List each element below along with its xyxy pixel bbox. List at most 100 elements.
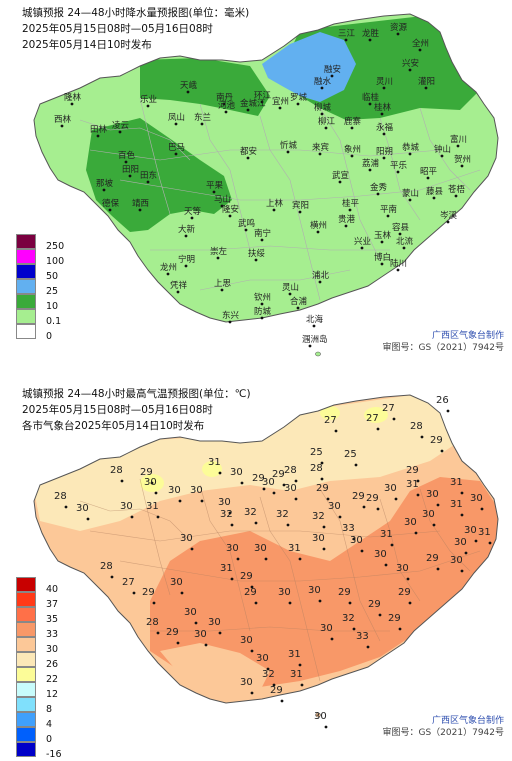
temperature-value: 30 xyxy=(314,711,327,722)
rain-city-marker: 金秀 xyxy=(370,182,388,196)
rain-city-marker: 隆安 xyxy=(222,204,239,218)
temperature-value: 27 xyxy=(122,577,135,588)
station-dot xyxy=(218,631,222,635)
rain-city-marker: 来宾 xyxy=(312,142,329,156)
temp-station-marker: 30 xyxy=(240,635,254,653)
temperature-value: 30 xyxy=(450,555,463,566)
city-dot xyxy=(124,160,128,164)
city-label: 武鸣 xyxy=(238,218,255,229)
city-label: 兴安 xyxy=(402,58,419,69)
rain-city-marker: 上林 xyxy=(266,198,284,212)
temp-station-marker: 32 xyxy=(244,507,258,525)
city-dot xyxy=(184,234,188,238)
rain-city-marker: 崇左 xyxy=(210,246,228,260)
city-label: 岑溪 xyxy=(440,210,458,221)
rain-city-marker: 百色 xyxy=(118,150,136,164)
temp-station-marker: 29 xyxy=(140,467,154,485)
station-dot xyxy=(460,513,464,517)
temp-station-marker: 30 xyxy=(254,543,268,561)
station-dot xyxy=(352,627,356,631)
city-dot xyxy=(344,224,348,228)
station-dot xyxy=(156,631,160,635)
rain-city-marker: 凭祥 xyxy=(170,280,188,294)
city-dot xyxy=(224,110,228,114)
city-dot xyxy=(60,124,64,128)
station-dot xyxy=(348,601,352,605)
city-dot xyxy=(440,154,444,158)
station-dot xyxy=(390,543,394,547)
temp-station-marker: 29 xyxy=(338,587,352,605)
temp-station-marker: 28 xyxy=(110,465,124,483)
city-label: 凤山 xyxy=(168,112,185,123)
rain-city-marker: 贵港 xyxy=(338,214,356,228)
temp-station-marker: 32 xyxy=(262,669,276,687)
temperature-value: 31 xyxy=(450,477,463,488)
city-label: 象州 xyxy=(344,144,361,155)
city-label: 河池 xyxy=(218,100,236,111)
temp-station-marker: 31 xyxy=(220,563,234,581)
rain-credit-org: 广西区气象台制作 xyxy=(431,331,504,341)
rain-credit-cert: 审图号：GS（2021）7942号 xyxy=(382,343,505,353)
city-label: 浦北 xyxy=(312,270,330,281)
city-label: 宁明 xyxy=(178,254,195,265)
city-dot xyxy=(102,188,106,192)
city-dot xyxy=(382,86,386,90)
temp-legend-label: 33 xyxy=(46,629,59,640)
station-dot xyxy=(266,667,270,671)
station-dot xyxy=(436,567,440,571)
city-dot xyxy=(360,246,364,250)
city-label: 恭城 xyxy=(402,143,420,153)
city-dot xyxy=(318,152,322,156)
temp-station-marker: 25 xyxy=(344,449,358,467)
city-label: 桂林 xyxy=(374,102,392,113)
rain-legend-label: 0 xyxy=(46,331,53,342)
station-dot xyxy=(460,569,464,573)
temp-station-marker: 33 xyxy=(356,631,370,649)
temperature-value: 30 xyxy=(278,587,291,598)
city-dot xyxy=(344,38,348,42)
temp-station-marker: 30 xyxy=(190,485,204,503)
rain-city-marker: 隆林 xyxy=(64,92,82,106)
city-label: 靖西 xyxy=(132,198,149,209)
city-dot xyxy=(382,132,386,136)
city-dot xyxy=(70,102,74,106)
weizhou-island xyxy=(315,351,321,357)
rain-legend-label: 250 xyxy=(46,241,65,252)
rain-city-marker: 都安 xyxy=(240,146,257,160)
temp-station-marker: 30 xyxy=(184,607,198,625)
temp-station-marker: 30 xyxy=(350,535,364,553)
city-label: 全州 xyxy=(412,38,429,49)
city-dot xyxy=(184,264,188,268)
city-dot xyxy=(308,344,312,348)
temperature-value: 32 xyxy=(276,509,289,520)
city-label: 藤县 xyxy=(426,186,444,197)
city-label: 灵川 xyxy=(376,77,393,87)
station-dot xyxy=(250,691,254,695)
city-dot xyxy=(382,156,386,160)
city-dot xyxy=(380,240,384,244)
city-label: 百色 xyxy=(118,150,136,161)
city-label: 大新 xyxy=(178,224,196,235)
temp-station-marker: 29 xyxy=(142,587,156,605)
station-dot xyxy=(230,523,234,527)
temperature-value: 31 xyxy=(406,479,419,490)
city-dot xyxy=(246,108,250,112)
city-label: 灌阳 xyxy=(418,76,435,87)
station-dot xyxy=(262,487,266,491)
rain-city-marker: 涠洲岛 xyxy=(302,334,328,348)
city-dot xyxy=(244,228,248,232)
city-label: 隆安 xyxy=(222,204,239,215)
city-label: 凌云 xyxy=(112,120,130,131)
temperature-forecast-panel: 26 27 27 27 28 29 29 25 25 28 28 28 30 28 29 30 30 30 31 30… xyxy=(0,381,512,761)
city-dot xyxy=(402,246,406,250)
temp-station-marker: 31 xyxy=(478,527,492,545)
city-label: 田阳 xyxy=(122,165,139,175)
rain-city-marker: 巴马 xyxy=(168,143,185,156)
temperature-value: 30 xyxy=(184,607,197,618)
temperature-value: 28 xyxy=(110,465,123,476)
temp-station-marker: 31 xyxy=(290,669,304,687)
city-label: 钦州 xyxy=(254,292,271,303)
rain-city-marker: 藤县 xyxy=(426,186,444,200)
station-dot xyxy=(384,563,388,567)
